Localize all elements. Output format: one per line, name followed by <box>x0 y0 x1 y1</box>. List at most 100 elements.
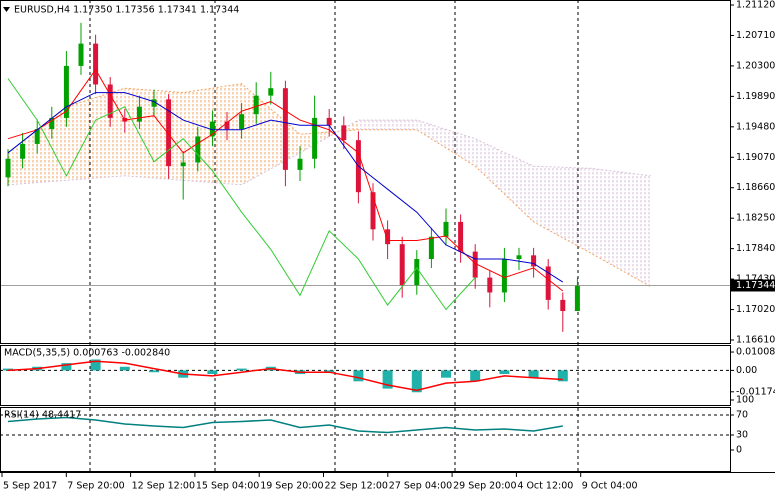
candle-body <box>195 136 201 163</box>
candle-body <box>49 117 55 130</box>
candle-body <box>209 121 215 137</box>
y-tick-label: 0.00 <box>736 365 757 376</box>
symbol-icon <box>3 7 10 12</box>
x-tick-label: 29 Sep 20:00 <box>453 481 516 492</box>
candle-body <box>224 121 230 130</box>
macd-bar <box>236 368 247 371</box>
candle-body <box>399 244 405 286</box>
current-price-label: 1.17344 <box>736 280 775 291</box>
candle-body <box>282 88 288 170</box>
y-tick-label: 1.19070 <box>736 152 775 163</box>
y-tick-label: 1.16610 <box>736 335 775 346</box>
candle-body <box>34 129 40 144</box>
candle-body <box>370 192 376 230</box>
y-tick-label: 1.19890 <box>736 91 775 102</box>
y-tick-label: 100 <box>736 395 754 406</box>
y-tick-label: 1.17840 <box>736 243 775 254</box>
candle-body <box>78 43 84 66</box>
y-tick-label: 1.17430 <box>736 274 775 285</box>
candle-body <box>180 162 186 167</box>
y-tick-label: 1.19480 <box>736 121 775 132</box>
candle-body <box>93 43 99 85</box>
macd-title: MACD(5,35,5) 0.000763 -0.002840 <box>4 348 170 359</box>
candle-body <box>574 285 580 312</box>
candle-body <box>560 299 566 312</box>
y-tick-label: 0 <box>736 445 742 456</box>
x-tick-label: 19 Sep 20:00 <box>260 481 323 492</box>
plot-layer <box>0 22 730 436</box>
macd-bar <box>557 370 568 382</box>
candle-body <box>5 158 11 178</box>
candle-body <box>151 99 157 107</box>
cloud-segment <box>475 138 534 222</box>
y-tick-label: -0.011747 <box>736 386 775 397</box>
macd-bar <box>441 370 451 378</box>
rsi-line <box>7 416 563 434</box>
macd-signal <box>7 360 563 392</box>
chart-title: EURUSD,H4 1.17350 1.17356 1.17341 1.1734… <box>14 5 239 16</box>
candle-body <box>253 95 259 115</box>
macd-bar <box>3 368 13 371</box>
x-tick-label: 9 Oct 04:00 <box>582 481 638 492</box>
indicator-line <box>7 68 564 292</box>
candle-body <box>414 259 420 286</box>
candle-body <box>326 117 332 126</box>
x-tick-label: 7 Sep 20:00 <box>67 481 124 492</box>
rsi-title: RSI(14) 48.4417 <box>4 410 81 421</box>
candle-body <box>136 106 142 122</box>
candle-body <box>166 99 172 167</box>
y-tick-label: 30 <box>736 430 748 441</box>
cloud-segment <box>533 166 592 254</box>
x-tick-label: 12 Sep 12:00 <box>132 481 195 492</box>
candle-body <box>239 114 245 130</box>
y-tick-label: 1.18660 <box>736 182 775 193</box>
candle-body <box>531 255 537 267</box>
macd-bar <box>353 370 364 382</box>
macd-bar <box>324 370 335 373</box>
cloud-span-a <box>7 83 651 287</box>
candle-body <box>341 125 347 141</box>
indicator-line <box>7 92 564 283</box>
y-tick-label: 70 <box>736 410 748 421</box>
candle-body <box>20 143 26 159</box>
y-tick-label: 0.010086 <box>736 347 775 358</box>
macd-bar <box>119 366 130 371</box>
cloud-segment <box>592 168 651 287</box>
cloud-segment <box>358 120 417 130</box>
candle-body <box>458 221 464 252</box>
x-tick-label: 27 Sep 04:00 <box>389 481 452 492</box>
candle-body <box>501 259 507 293</box>
candle-body <box>545 266 551 300</box>
candle-body <box>107 84 113 118</box>
candle-body <box>63 65 69 118</box>
macd-bar <box>411 370 422 393</box>
candle-body <box>385 229 391 245</box>
macd-bar <box>90 359 101 371</box>
macd-bar <box>382 370 393 389</box>
macd-bar <box>470 370 481 382</box>
candle-body <box>268 88 274 96</box>
cloud-segment <box>416 120 476 167</box>
y-tick-label: 1.20710 <box>736 30 775 41</box>
macd-bar <box>207 370 218 375</box>
candle-body <box>472 251 478 278</box>
macd-bar <box>528 370 539 378</box>
x-tick-label: 22 Sep 12:00 <box>325 481 388 492</box>
macd-bar <box>499 370 510 375</box>
y-tick-label: 1.21120 <box>736 0 775 11</box>
candle-body <box>428 236 434 260</box>
x-tick-label: 4 Oct 12:00 <box>517 481 573 492</box>
current-price-box <box>731 279 775 292</box>
cloud-span-b <box>7 119 651 186</box>
candle-body <box>516 255 522 260</box>
y-tick-label: 1.18250 <box>736 213 775 224</box>
candle-body <box>487 277 493 293</box>
candle-body <box>297 158 303 170</box>
indicator-line <box>7 78 476 311</box>
x-tick-label: 15 Sep 04:00 <box>196 481 259 492</box>
candle-body <box>443 221 449 237</box>
macd-bar <box>149 370 159 373</box>
y-tick-label: 1.20300 <box>736 60 775 71</box>
